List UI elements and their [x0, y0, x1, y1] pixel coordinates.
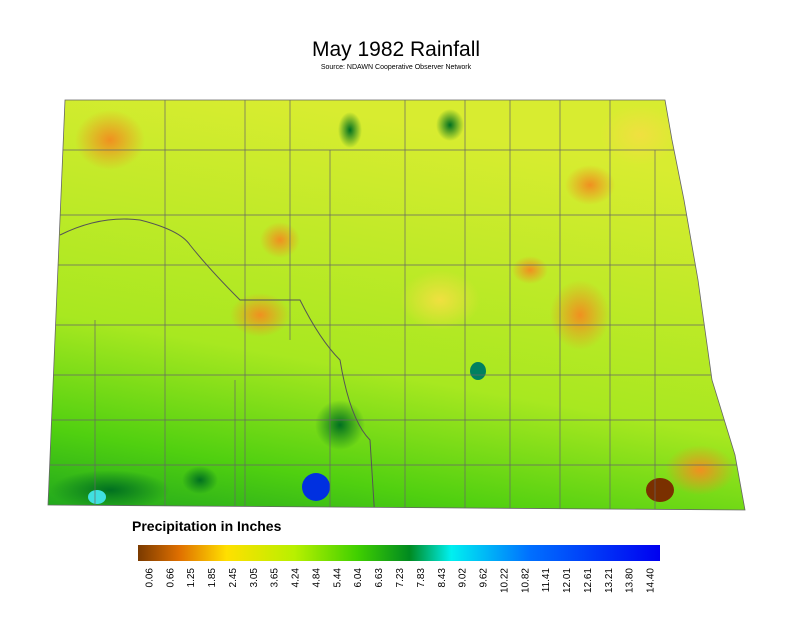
legend-label: 14.40 — [646, 568, 657, 593]
county-lines — [48, 100, 745, 510]
legend-label: 1.85 — [207, 568, 218, 588]
legend-label: 13.80 — [625, 568, 636, 593]
state-map — [48, 100, 745, 510]
legend-label: 13.21 — [604, 568, 615, 593]
legend-labels: 0.06 0.66 1.25 1.85 2.45 3.05 3.65 4.24 4.84 5.44… — [144, 568, 656, 593]
legend-label: 1.25 — [186, 568, 197, 588]
state-outline — [47, 99, 746, 511]
legend-label: 7.83 — [416, 568, 427, 588]
legend-label: 4.84 — [311, 568, 322, 588]
legend-label: 7.23 — [395, 568, 406, 588]
map-source: Source: NDAWN Cooperative Observer Netwo… — [321, 64, 472, 71]
precip-anomalies — [50, 105, 735, 510]
legend-colorbar — [138, 545, 660, 561]
legend-label: 10.22 — [499, 568, 510, 593]
legend-label: 6.04 — [353, 568, 364, 588]
legend-label: 6.63 — [374, 568, 385, 588]
legend-label: 2.45 — [228, 568, 239, 588]
legend-label: 10.82 — [520, 568, 531, 593]
map-title: May 1982 Rainfall — [312, 38, 480, 61]
legend-title: Precipitation in Inches — [132, 518, 282, 534]
legend-label: 0.66 — [165, 568, 176, 588]
legend-label: 11.41 — [541, 568, 552, 593]
precip-surface — [48, 100, 745, 510]
legend-label: 3.65 — [270, 568, 281, 588]
legend-label: 12.61 — [583, 568, 594, 593]
legend-label: 4.24 — [291, 568, 302, 588]
legend-label: 9.02 — [458, 568, 469, 588]
legend-label: 5.44 — [332, 568, 343, 588]
legend-label: 9.62 — [479, 568, 490, 588]
legend-label: 12.01 — [562, 568, 573, 593]
legend-label: 3.05 — [249, 568, 260, 588]
legend-label: 8.43 — [437, 568, 448, 588]
legend-label: 0.06 — [144, 568, 155, 588]
